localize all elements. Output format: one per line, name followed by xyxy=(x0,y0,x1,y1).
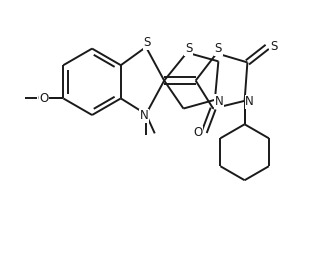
Text: O: O xyxy=(193,126,202,139)
Text: S: S xyxy=(215,42,222,55)
Text: O: O xyxy=(38,92,47,105)
Text: N: N xyxy=(245,95,254,108)
Text: S: S xyxy=(270,40,277,53)
Text: N: N xyxy=(215,95,224,108)
Text: N: N xyxy=(140,109,149,122)
Text: S: S xyxy=(185,42,192,55)
Text: O: O xyxy=(40,92,49,105)
Text: S: S xyxy=(144,36,151,49)
